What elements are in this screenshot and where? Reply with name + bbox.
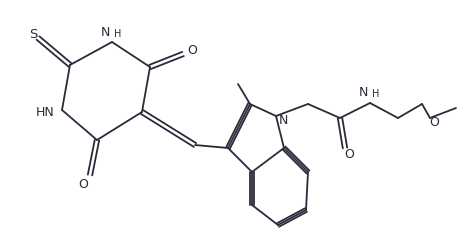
Text: O: O [78, 178, 88, 190]
Text: H: H [114, 29, 121, 39]
Text: O: O [187, 45, 197, 58]
Text: N: N [359, 87, 368, 100]
Text: N: N [278, 114, 287, 127]
Text: O: O [429, 116, 439, 129]
Text: S: S [29, 27, 37, 40]
Text: H: H [372, 89, 379, 99]
Text: O: O [344, 148, 354, 161]
Text: N: N [101, 27, 110, 40]
Text: HN: HN [35, 106, 54, 119]
